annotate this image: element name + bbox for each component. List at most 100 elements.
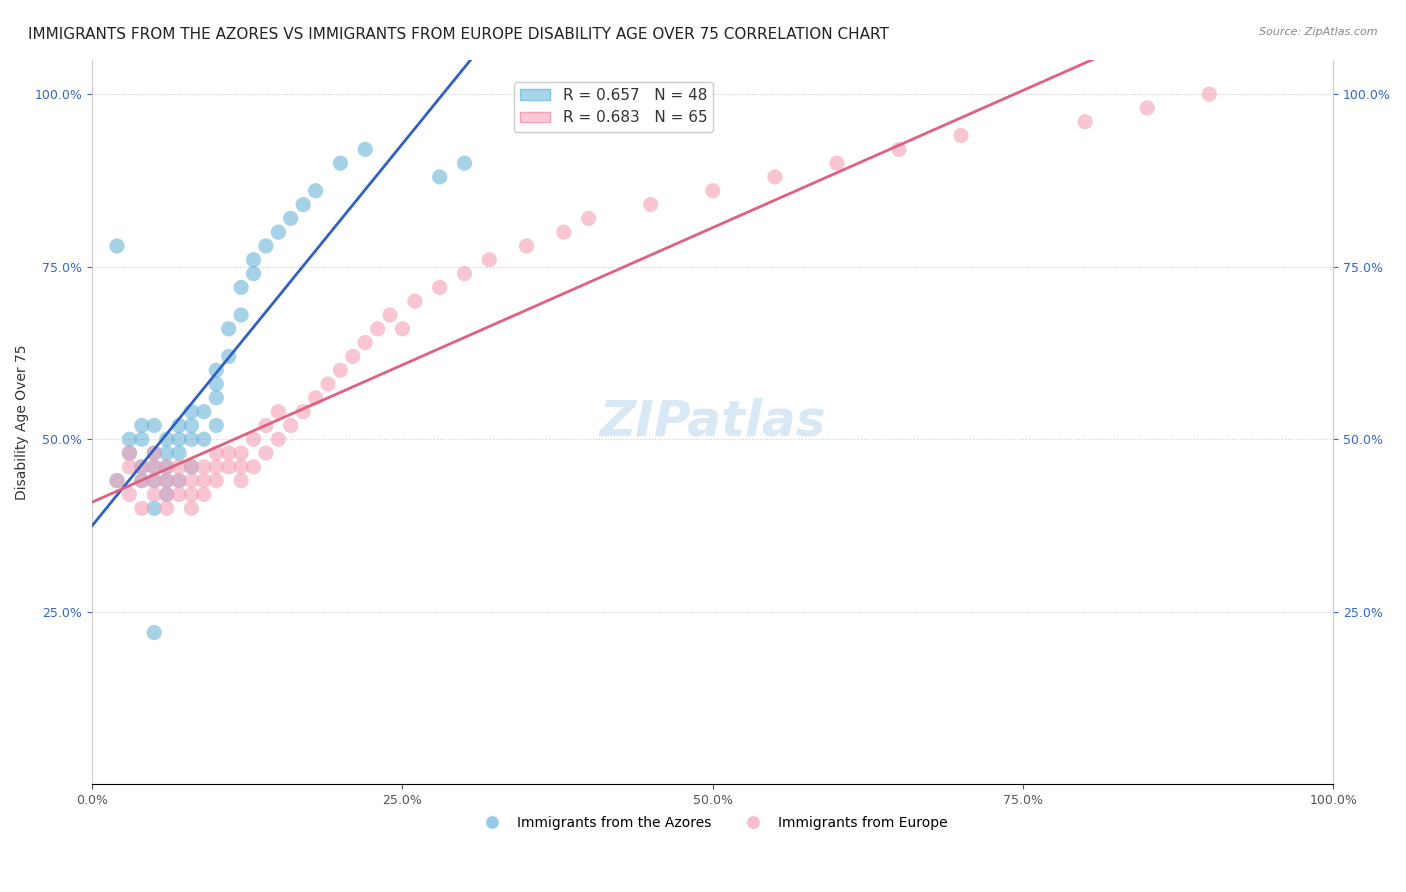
Immigrants from Europe	[229, 459, 252, 474]
Immigrants from Europe	[131, 474, 153, 488]
Immigrants from Europe	[118, 459, 141, 474]
Immigrants from Europe	[143, 459, 166, 474]
Legend: Immigrants from the Azores, Immigrants from Europe: Immigrants from the Azores, Immigrants f…	[472, 810, 953, 836]
Immigrants from the Azores	[205, 377, 228, 392]
Immigrants from the Azores	[292, 197, 315, 211]
Immigrants from the Azores	[205, 363, 228, 377]
Immigrants from Europe	[156, 459, 179, 474]
Immigrants from Europe	[193, 459, 215, 474]
Immigrants from Europe	[167, 487, 190, 501]
Immigrants from the Azores	[180, 404, 202, 418]
Immigrants from Europe	[218, 446, 240, 460]
Immigrants from the Azores	[218, 322, 240, 336]
Immigrants from Europe	[267, 404, 290, 418]
Immigrants from Europe	[143, 487, 166, 501]
Immigrants from Europe	[131, 501, 153, 516]
Immigrants from the Azores	[167, 474, 190, 488]
Immigrants from the Azores	[156, 459, 179, 474]
Immigrants from the Azores	[180, 418, 202, 433]
Immigrants from the Azores	[118, 446, 141, 460]
Immigrants from the Azores	[453, 156, 475, 170]
Immigrants from Europe	[156, 474, 179, 488]
Immigrants from the Azores	[193, 404, 215, 418]
Immigrants from Europe	[193, 487, 215, 501]
Immigrants from the Azores	[205, 391, 228, 405]
Immigrants from Europe	[205, 474, 228, 488]
Immigrants from Europe	[429, 280, 451, 294]
Immigrants from Europe	[887, 142, 910, 156]
Immigrants from Europe	[478, 252, 501, 267]
Immigrants from the Azores	[143, 625, 166, 640]
Immigrants from Europe	[118, 446, 141, 460]
Immigrants from Europe	[763, 169, 786, 184]
Immigrants from Europe	[254, 418, 277, 433]
Immigrants from Europe	[354, 335, 377, 350]
Immigrants from the Azores	[193, 432, 215, 446]
Immigrants from the Azores	[131, 432, 153, 446]
Immigrants from the Azores	[304, 184, 326, 198]
Immigrants from Europe	[193, 474, 215, 488]
Immigrants from Europe	[825, 156, 848, 170]
Immigrants from Europe	[640, 197, 662, 211]
Immigrants from Europe	[180, 487, 202, 501]
Immigrants from Europe	[378, 308, 401, 322]
Immigrants from the Azores	[105, 239, 128, 253]
Immigrants from Europe	[304, 391, 326, 405]
Immigrants from the Azores	[167, 446, 190, 460]
Immigrants from Europe	[404, 294, 426, 309]
Immigrants from the Azores	[118, 432, 141, 446]
Immigrants from Europe	[156, 501, 179, 516]
Immigrants from Europe	[316, 377, 339, 392]
Immigrants from the Azores	[156, 487, 179, 501]
Text: ZIPatlas: ZIPatlas	[599, 398, 827, 446]
Immigrants from the Azores	[167, 418, 190, 433]
Immigrants from the Azores	[156, 446, 179, 460]
Immigrants from Europe	[218, 459, 240, 474]
Immigrants from the Azores	[354, 142, 377, 156]
Immigrants from Europe	[1198, 87, 1220, 102]
Immigrants from Europe	[342, 350, 364, 364]
Immigrants from Europe	[205, 446, 228, 460]
Immigrants from Europe	[180, 474, 202, 488]
Immigrants from the Azores	[229, 280, 252, 294]
Immigrants from the Azores	[267, 225, 290, 239]
Immigrants from Europe	[1074, 114, 1097, 128]
Immigrants from Europe	[156, 487, 179, 501]
Immigrants from the Azores	[242, 252, 264, 267]
Text: Source: ZipAtlas.com: Source: ZipAtlas.com	[1260, 27, 1378, 37]
Immigrants from the Azores	[180, 459, 202, 474]
Immigrants from Europe	[242, 459, 264, 474]
Immigrants from the Azores	[205, 418, 228, 433]
Immigrants from Europe	[267, 432, 290, 446]
Immigrants from the Azores	[218, 350, 240, 364]
Immigrants from Europe	[167, 474, 190, 488]
Immigrants from Europe	[143, 446, 166, 460]
Immigrants from Europe	[391, 322, 413, 336]
Immigrants from the Azores	[254, 239, 277, 253]
Immigrants from Europe	[578, 211, 600, 226]
Immigrants from the Azores	[242, 267, 264, 281]
Immigrants from the Azores	[143, 474, 166, 488]
Immigrants from Europe	[105, 474, 128, 488]
Immigrants from the Azores	[329, 156, 352, 170]
Immigrants from Europe	[329, 363, 352, 377]
Immigrants from Europe	[180, 459, 202, 474]
Immigrants from the Azores	[229, 308, 252, 322]
Immigrants from Europe	[167, 459, 190, 474]
Immigrants from Europe	[280, 418, 302, 433]
Immigrants from Europe	[254, 446, 277, 460]
Immigrants from the Azores	[156, 432, 179, 446]
Y-axis label: Disability Age Over 75: Disability Age Over 75	[15, 344, 30, 500]
Immigrants from Europe	[242, 432, 264, 446]
Text: IMMIGRANTS FROM THE AZORES VS IMMIGRANTS FROM EUROPE DISABILITY AGE OVER 75 CORR: IMMIGRANTS FROM THE AZORES VS IMMIGRANTS…	[28, 27, 889, 42]
Immigrants from Europe	[205, 459, 228, 474]
Immigrants from Europe	[367, 322, 389, 336]
Immigrants from the Azores	[131, 474, 153, 488]
Immigrants from Europe	[950, 128, 973, 143]
Immigrants from Europe	[553, 225, 575, 239]
Immigrants from Europe	[229, 474, 252, 488]
Immigrants from Europe	[229, 446, 252, 460]
Immigrants from Europe	[516, 239, 538, 253]
Immigrants from Europe	[292, 404, 315, 418]
Immigrants from the Azores	[131, 459, 153, 474]
